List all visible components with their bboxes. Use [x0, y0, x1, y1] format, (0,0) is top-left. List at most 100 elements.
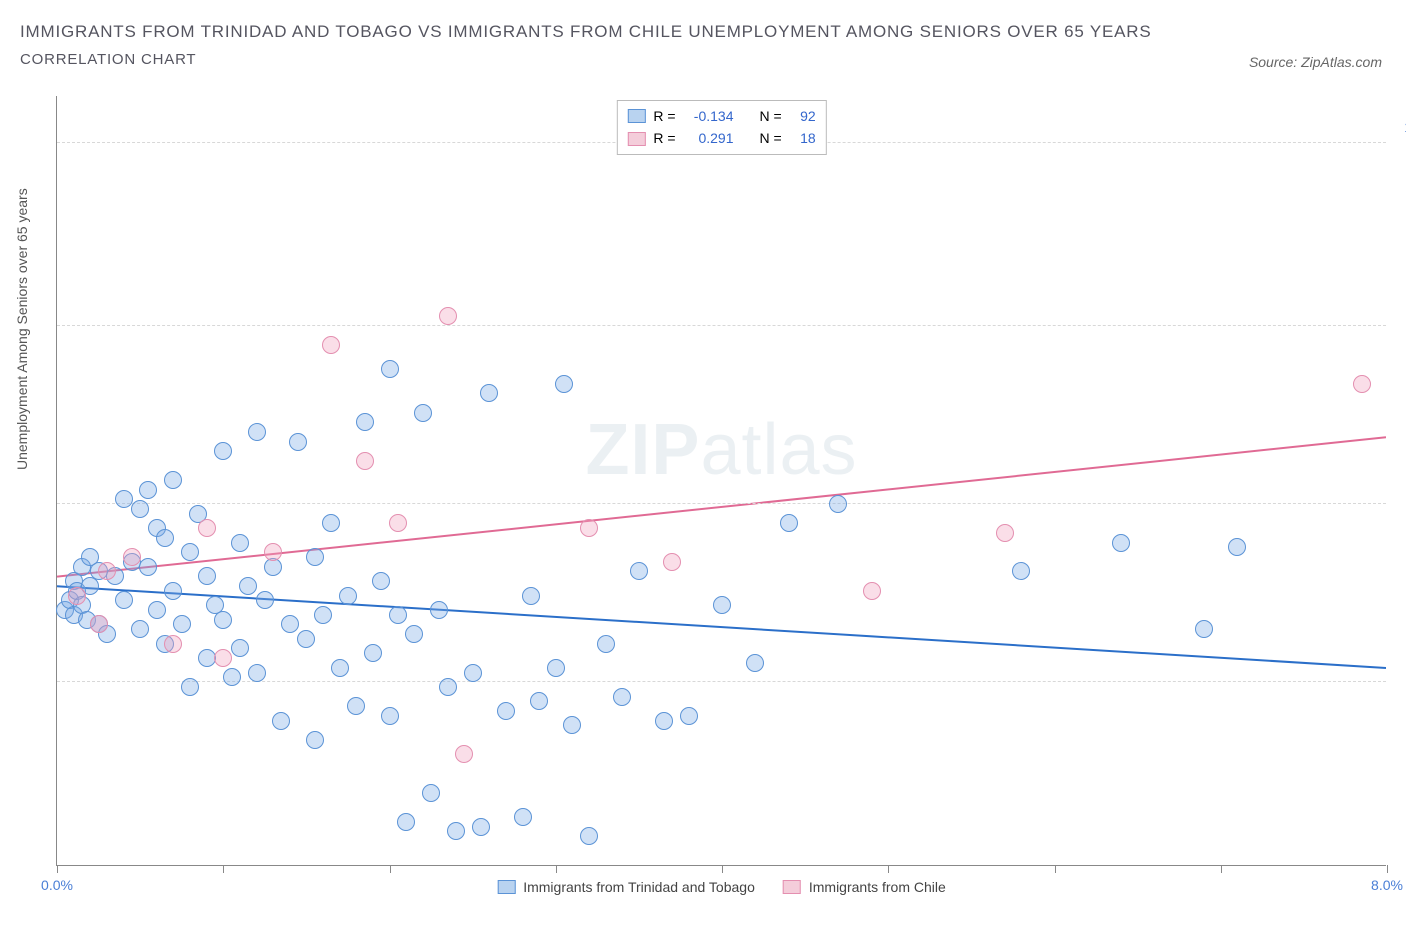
data-point — [231, 639, 249, 657]
data-point — [306, 548, 324, 566]
x-tick — [888, 865, 889, 873]
data-point — [314, 606, 332, 624]
data-point — [381, 707, 399, 725]
data-point — [863, 582, 881, 600]
data-point — [389, 606, 407, 624]
data-point — [139, 558, 157, 576]
data-point — [356, 413, 374, 431]
legend-item: Immigrants from Trinidad and Tobago — [497, 879, 755, 895]
stat-n-label: N = — [760, 127, 782, 149]
data-point — [198, 519, 216, 537]
data-point — [356, 452, 374, 470]
legend-stat-row: R = 0.291 N = 18 — [627, 127, 815, 149]
data-point — [422, 784, 440, 802]
data-point — [381, 360, 399, 378]
data-point — [90, 615, 108, 633]
data-point — [123, 548, 141, 566]
x-tick — [57, 865, 58, 873]
data-point — [829, 495, 847, 513]
data-point — [746, 654, 764, 672]
data-point — [322, 336, 340, 354]
data-point — [164, 635, 182, 653]
data-point — [239, 577, 257, 595]
data-point — [680, 707, 698, 725]
data-point — [164, 471, 182, 489]
correlation-legend: R =-0.134N =92R =0.291N =18 — [616, 100, 826, 155]
data-point — [115, 591, 133, 609]
data-point — [497, 702, 515, 720]
source-attribution: Source: ZipAtlas.com — [1249, 54, 1382, 70]
data-point — [414, 404, 432, 422]
x-tick — [1055, 865, 1056, 873]
trend-line — [57, 437, 1386, 576]
data-point — [289, 433, 307, 451]
legend-stat-row: R =-0.134N =92 — [627, 105, 815, 127]
data-point — [480, 384, 498, 402]
data-point — [331, 659, 349, 677]
data-point — [306, 731, 324, 749]
data-point — [115, 490, 133, 508]
data-point — [248, 423, 266, 441]
data-point — [322, 514, 340, 532]
stat-n-label: N = — [760, 105, 782, 127]
stat-r-value: -0.134 — [684, 105, 734, 127]
data-point — [630, 562, 648, 580]
legend-swatch — [497, 880, 515, 894]
data-point — [397, 813, 415, 831]
gridline — [57, 503, 1386, 504]
data-point — [1012, 562, 1030, 580]
x-tick — [390, 865, 391, 873]
data-point — [1228, 538, 1246, 556]
stat-n-value: 18 — [790, 127, 816, 149]
data-point — [347, 697, 365, 715]
data-point — [272, 712, 290, 730]
data-point — [655, 712, 673, 730]
x-tick — [1221, 865, 1222, 873]
data-point — [580, 519, 598, 537]
data-point — [1112, 534, 1130, 552]
gridline — [57, 325, 1386, 326]
data-point — [996, 524, 1014, 542]
data-point — [139, 481, 157, 499]
data-point — [514, 808, 532, 826]
legend-swatch — [627, 109, 645, 123]
data-point — [214, 649, 232, 667]
stat-r-label: R = — [653, 127, 675, 149]
data-point — [1353, 375, 1371, 393]
data-point — [181, 543, 199, 561]
data-point — [164, 582, 182, 600]
legend-swatch — [627, 132, 645, 146]
watermark: ZIPatlas — [585, 409, 857, 491]
data-point — [364, 644, 382, 662]
legend-label: Immigrants from Trinidad and Tobago — [523, 879, 755, 895]
data-point — [214, 611, 232, 629]
stat-r-value: 0.291 — [684, 127, 734, 149]
data-point — [613, 688, 631, 706]
data-point — [563, 716, 581, 734]
x-tick-label: 0.0% — [41, 877, 73, 893]
data-point — [231, 534, 249, 552]
data-point — [1195, 620, 1213, 638]
legend-label: Immigrants from Chile — [809, 879, 946, 895]
data-point — [68, 587, 86, 605]
data-point — [464, 664, 482, 682]
data-point — [530, 692, 548, 710]
x-tick-label: 8.0% — [1371, 877, 1403, 893]
data-point — [372, 572, 390, 590]
series-legend: Immigrants from Trinidad and Tobago Immig… — [497, 879, 946, 895]
legend-swatch — [783, 880, 801, 894]
stat-r-label: R = — [653, 105, 675, 127]
data-point — [439, 307, 457, 325]
data-point — [223, 668, 241, 686]
data-point — [430, 601, 448, 619]
data-point — [780, 514, 798, 532]
data-point — [522, 587, 540, 605]
data-point — [214, 442, 232, 460]
data-point — [181, 678, 199, 696]
data-point — [148, 601, 166, 619]
data-point — [173, 615, 191, 633]
x-tick — [1387, 865, 1388, 873]
data-point — [248, 664, 266, 682]
data-point — [555, 375, 573, 393]
chart-title: IMMIGRANTS FROM TRINIDAD AND TOBAGO VS I… — [20, 18, 1386, 47]
